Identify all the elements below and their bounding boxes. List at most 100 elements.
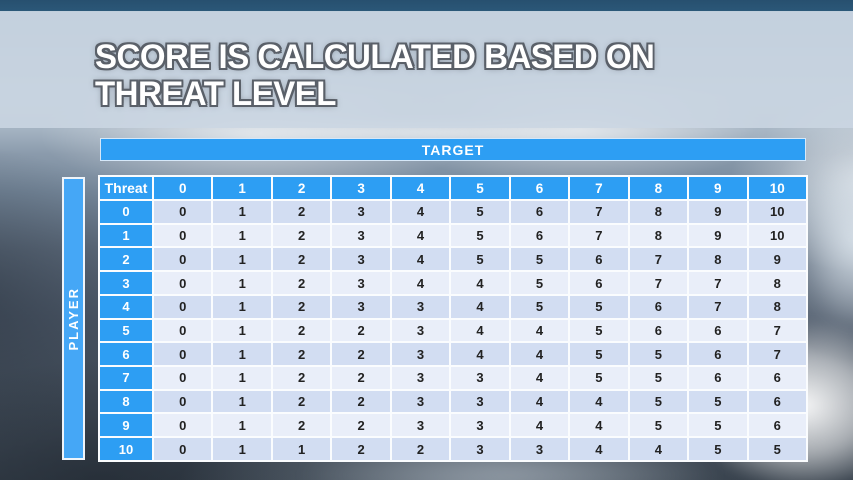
score-cell: 5 <box>687 412 749 439</box>
score-cell: 4 <box>389 270 452 296</box>
column-header-7: 7 <box>568 175 630 201</box>
score-cell: 5 <box>508 293 571 320</box>
row-header-5: 5 <box>98 317 154 344</box>
column-header-4: 4 <box>389 175 452 201</box>
title-band: SCORE IS CALCULATED BASED ON THREAT LEVEL <box>0 11 853 128</box>
row-header-6: 6 <box>98 341 154 368</box>
score-cell: 7 <box>687 270 749 296</box>
score-cell: 7 <box>568 222 630 249</box>
score-cell: 6 <box>568 270 630 296</box>
score-cell: 0 <box>151 199 214 225</box>
score-cell: 4 <box>508 412 571 439</box>
score-cell: 9 <box>687 199 749 225</box>
score-cell: 4 <box>389 222 452 249</box>
score-cell: 2 <box>389 436 452 462</box>
score-cell: 3 <box>330 222 392 249</box>
row-header-8: 8 <box>98 388 154 415</box>
score-cell: 3 <box>330 246 392 273</box>
score-cell: 0 <box>151 412 214 439</box>
row-header-10: 10 <box>98 436 154 462</box>
score-cell: 5 <box>449 222 511 249</box>
score-cell: 1 <box>211 246 273 273</box>
score-cell: 1 <box>211 341 273 368</box>
score-cell: 5 <box>508 270 571 296</box>
row-header-7: 7 <box>98 365 154 391</box>
column-header-1: 1 <box>211 175 273 201</box>
score-cell: 6 <box>568 246 630 273</box>
score-cell: 6 <box>508 199 571 225</box>
column-header-6: 6 <box>508 175 571 201</box>
score-cell: 3 <box>389 412 452 439</box>
column-header-3: 3 <box>330 175 392 201</box>
score-cell: 5 <box>449 199 511 225</box>
score-cell: 1 <box>211 222 273 249</box>
score-cell: 7 <box>687 293 749 320</box>
player-axis-label: PLAYER <box>66 286 81 351</box>
score-cell: 4 <box>508 341 571 368</box>
score-cell: 8 <box>627 199 690 225</box>
score-cell: 3 <box>508 436 571 462</box>
score-cell: 5 <box>627 365 690 391</box>
score-cell: 4 <box>508 388 571 415</box>
score-cell: 5 <box>627 388 690 415</box>
score-cell: 2 <box>330 388 392 415</box>
score-cell: 6 <box>687 365 749 391</box>
score-cell: 0 <box>151 293 214 320</box>
row-header-1: 1 <box>98 222 154 249</box>
row-header-0: 0 <box>98 199 154 225</box>
column-header-9: 9 <box>687 175 749 201</box>
score-cell: 8 <box>627 222 690 249</box>
score-cell: 1 <box>211 412 273 439</box>
score-cell: 2 <box>270 365 333 391</box>
score-cell: 0 <box>151 270 214 296</box>
score-cell: 9 <box>746 246 809 273</box>
score-cell: 2 <box>270 246 333 273</box>
target-axis-bar: TARGET <box>100 138 806 161</box>
score-cell: 6 <box>746 365 809 391</box>
score-cell: 0 <box>151 365 214 391</box>
score-cell: 4 <box>568 388 630 415</box>
score-cell: 2 <box>330 341 392 368</box>
score-cell: 1 <box>270 436 333 462</box>
score-cell: 1 <box>211 199 273 225</box>
score-cell: 10 <box>746 199 809 225</box>
score-cell: 5 <box>568 341 630 368</box>
score-cell: 10 <box>746 222 809 249</box>
score-cell: 0 <box>151 222 214 249</box>
score-row-10: 10 0 1 1 2 2 3 3 4 4 5 5 <box>98 436 809 462</box>
score-cell: 3 <box>389 341 452 368</box>
score-cell: 2 <box>330 436 392 462</box>
score-cell: 3 <box>389 365 452 391</box>
score-cell: 1 <box>211 270 273 296</box>
score-cell: 2 <box>270 270 333 296</box>
slide-title-line1: SCORE IS CALCULATED BASED ON <box>95 38 655 76</box>
score-cell: 0 <box>151 436 214 462</box>
score-cell: 7 <box>627 270 690 296</box>
score-cell: 6 <box>627 293 690 320</box>
score-cell: 4 <box>389 246 452 273</box>
row-header-4: 4 <box>98 293 154 320</box>
score-cell: 7 <box>627 246 690 273</box>
score-cell: 2 <box>270 199 333 225</box>
score-cell: 4 <box>508 365 571 391</box>
column-header-8: 8 <box>627 175 690 201</box>
score-cell: 0 <box>151 388 214 415</box>
score-cell: 3 <box>449 436 511 462</box>
score-cell: 5 <box>449 246 511 273</box>
score-cell: 3 <box>449 388 511 415</box>
score-cell: 4 <box>449 270 511 296</box>
score-cell: 6 <box>746 412 809 439</box>
score-cell: 5 <box>746 436 809 462</box>
score-cell: 3 <box>330 199 392 225</box>
score-cell: 4 <box>449 293 511 320</box>
score-cell: 5 <box>568 365 630 391</box>
score-cell: 8 <box>746 270 809 296</box>
score-table-body: 0 0 1 2 3 4 5 6 7 8 9 10 1 0 1 2 3 4 5 6 7 8 9 10 2 0 1 2 3 4 5 5 6 7 8 9 3 0… <box>98 199 809 462</box>
score-cell: 2 <box>270 412 333 439</box>
score-cell: 1 <box>211 436 273 462</box>
score-cell: 4 <box>568 412 630 439</box>
